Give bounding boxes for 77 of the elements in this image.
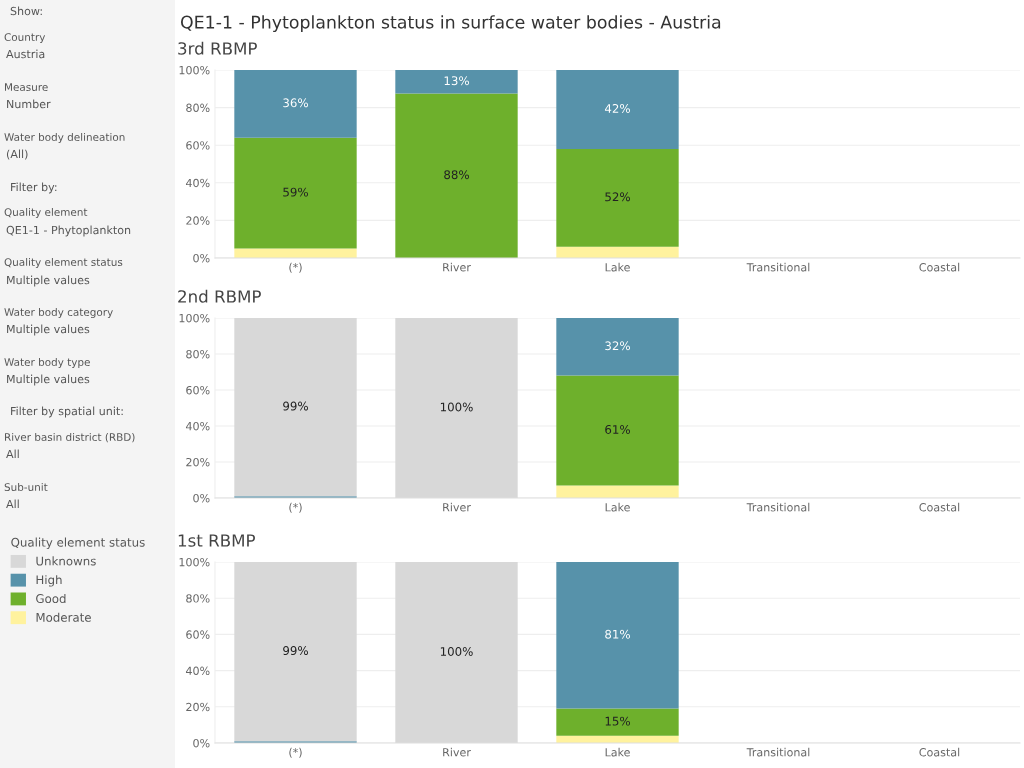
- data-label: 15%: [605, 716, 630, 726]
- x-tick-label: Lake: [605, 262, 630, 272]
- chart-title: QE1-1 - Phytoplankton status in surface water bodies - Austria: [180, 15, 721, 32]
- x-tick-label: Coastal: [919, 262, 960, 272]
- data-label: 99%: [283, 401, 308, 411]
- text: Filter by spatial unit:: [11, 406, 123, 418]
- text: Water body delineation: [4, 132, 125, 144]
- y-tick-label: 60%: [186, 385, 210, 395]
- data-label: 32%: [605, 341, 630, 351]
- text: Quality element status: [4, 257, 123, 269]
- data-label: 36%: [283, 98, 308, 108]
- legend-label: Good: [36, 593, 66, 604]
- x-tick-label: River: [443, 502, 471, 512]
- data-label: 52%: [605, 192, 630, 202]
- x-tick-label: (*): [289, 502, 302, 513]
- data-label: 59%: [283, 187, 308, 197]
- data-label: 13%: [444, 76, 469, 86]
- text: All: [6, 499, 19, 509]
- x-tick-label: Coastal: [919, 502, 960, 512]
- data-label: 61%: [605, 425, 630, 434]
- data-label: 100%: [440, 402, 473, 412]
- legend-label: Moderate: [36, 612, 91, 622]
- text: Quality element: [4, 207, 88, 219]
- text: (All): [6, 149, 28, 160]
- y-tick-label: 60%: [186, 630, 210, 639]
- y-tick-label: 100%: [179, 557, 210, 567]
- y-tick-label: 80%: [186, 594, 210, 603]
- y-tick-label: 20%: [186, 457, 210, 467]
- y-tick-label: 80%: [186, 103, 210, 112]
- chart-title: 1st RBMP: [178, 534, 255, 547]
- data-label: 99%: [283, 646, 308, 656]
- y-tick-label: 60%: [186, 141, 210, 150]
- y-tick-label: 0%: [193, 738, 210, 748]
- text: Measure: [5, 83, 48, 92]
- y-tick-label: 100%: [179, 313, 210, 323]
- x-tick-label: River: [443, 747, 471, 757]
- data-label: 88%: [444, 170, 469, 180]
- x-tick-label: Lake: [605, 747, 630, 757]
- text: Austria: [6, 49, 45, 59]
- text: Multiple values: [7, 374, 90, 386]
- text: Sub-unit: [4, 482, 48, 492]
- y-tick-label: 0%: [193, 493, 210, 503]
- x-tick-label: Transitional: [746, 262, 810, 272]
- text: Multiple values: [7, 275, 90, 287]
- y-tick-label: 20%: [186, 216, 210, 225]
- y-tick-label: 40%: [185, 666, 210, 675]
- text: Water body category: [4, 307, 113, 319]
- text: Show:: [10, 6, 42, 16]
- data-label: 100%: [440, 647, 473, 656]
- x-tick-label: Lake: [605, 502, 630, 512]
- chart-title: 2nd RBMP: [178, 289, 261, 303]
- text: Multiple values: [7, 324, 90, 336]
- x-tick-label: (*): [289, 747, 302, 758]
- x-tick-label: Transitional: [746, 747, 810, 757]
- x-tick-label: Transitional: [746, 502, 810, 512]
- legend-label: High: [36, 575, 62, 587]
- x-tick-label: Coastal: [919, 747, 960, 757]
- y-tick-label: 40%: [185, 421, 210, 431]
- y-tick-label: 0%: [193, 253, 210, 263]
- legend-label: Unknowns: [36, 556, 96, 566]
- data-label: 81%: [605, 629, 630, 639]
- y-tick-label: 20%: [186, 702, 210, 712]
- text: QE1-1 - Phytoplankton: [6, 225, 131, 237]
- text: All: [6, 449, 19, 459]
- text: Number: [7, 99, 51, 109]
- y-tick-label: 100%: [179, 65, 210, 75]
- chart-subtitle: 3rd RBMP: [178, 41, 257, 55]
- y-tick-label: 80%: [186, 349, 210, 359]
- text: Filter by:: [11, 182, 57, 194]
- text: River basin district (RBD): [5, 432, 135, 443]
- legend-title: Quality element status: [11, 537, 145, 550]
- text: Country: [4, 33, 46, 44]
- text: Water body type: [4, 357, 90, 369]
- y-tick-label: 40%: [185, 178, 210, 188]
- data-label: 42%: [604, 103, 630, 113]
- x-tick-label: (*): [289, 262, 302, 273]
- x-tick-label: River: [443, 262, 471, 272]
